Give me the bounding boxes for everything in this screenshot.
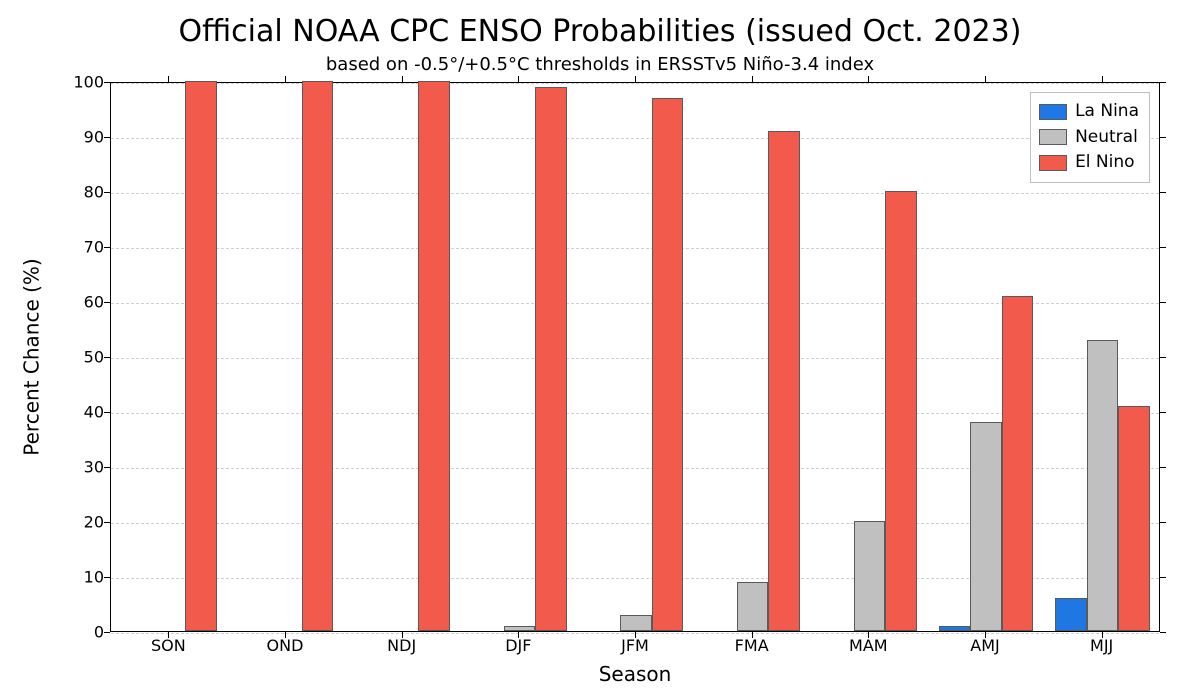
x-tick	[518, 76, 519, 82]
y-tick-label: 90	[44, 128, 104, 147]
y-tick	[104, 302, 110, 303]
x-tick-label: DJF	[505, 636, 531, 655]
y-tick-label: 40	[44, 403, 104, 422]
y-tick	[1160, 577, 1166, 578]
y-tick	[104, 632, 110, 633]
y-tick	[104, 577, 110, 578]
bar	[652, 98, 684, 632]
x-tick	[752, 76, 753, 82]
y-tick	[104, 82, 110, 83]
x-tick	[168, 76, 169, 82]
bar	[1002, 296, 1034, 632]
y-tick-label: 30	[44, 458, 104, 477]
x-axis-label: Season	[110, 662, 1160, 686]
x-tick	[285, 76, 286, 82]
y-tick	[104, 137, 110, 138]
y-tick	[1160, 192, 1166, 193]
x-tick	[985, 76, 986, 82]
x-tick	[635, 76, 636, 82]
bar	[418, 81, 450, 631]
y-tick	[104, 467, 110, 468]
bar	[885, 191, 917, 631]
grid-line	[111, 138, 1159, 139]
legend-label: El Nino	[1075, 150, 1134, 176]
bar	[1055, 598, 1087, 631]
bar	[854, 521, 886, 631]
grid-line	[111, 83, 1159, 84]
legend: La NinaNeutralEl Nino	[1030, 92, 1150, 183]
y-tick-label: 70	[44, 238, 104, 257]
bar	[504, 626, 536, 632]
legend-swatch	[1039, 155, 1067, 171]
chart-subtitle: based on -0.5°/+0.5°C thresholds in ERSS…	[0, 54, 1200, 75]
bar	[185, 81, 217, 631]
x-tick	[402, 76, 403, 82]
y-tick-label: 20	[44, 513, 104, 532]
grid-line	[111, 248, 1159, 249]
y-tick-label: 100	[44, 73, 104, 92]
x-tick-label: SON	[151, 636, 186, 655]
legend-swatch	[1039, 104, 1067, 120]
x-tick-label: OND	[267, 636, 304, 655]
y-tick	[1160, 302, 1166, 303]
x-tick-label: NDJ	[387, 636, 416, 655]
bar	[737, 582, 769, 632]
y-tick-label: 0	[44, 623, 104, 642]
y-tick-label: 50	[44, 348, 104, 367]
bar	[768, 131, 800, 632]
y-tick-label: 60	[44, 293, 104, 312]
y-tick	[104, 247, 110, 248]
y-tick	[1160, 137, 1166, 138]
bar	[535, 87, 567, 632]
y-tick	[104, 357, 110, 358]
legend-item: El Nino	[1039, 150, 1139, 176]
y-axis-label: Percent Chance (%)	[22, 82, 42, 632]
x-tick-label: FMA	[735, 636, 769, 655]
legend-item: La Nina	[1039, 99, 1139, 125]
y-tick-label: 10	[44, 568, 104, 587]
x-tick-label: AMJ	[970, 636, 999, 655]
y-tick-label: 80	[44, 183, 104, 202]
plot-area	[110, 82, 1160, 632]
grid-line	[111, 193, 1159, 194]
y-tick	[1160, 82, 1166, 83]
y-tick	[1160, 357, 1166, 358]
y-tick	[104, 522, 110, 523]
legend-label: La Nina	[1075, 99, 1139, 125]
y-tick	[1160, 412, 1166, 413]
x-tick	[1102, 76, 1103, 82]
x-tick-label: MJJ	[1090, 636, 1113, 655]
chart-figure: Official NOAA CPC ENSO Probabilities (is…	[0, 0, 1200, 700]
chart-title: Official NOAA CPC ENSO Probabilities (is…	[0, 14, 1200, 49]
x-tick-label: MAM	[849, 636, 888, 655]
legend-label: Neutral	[1075, 125, 1138, 151]
y-tick	[104, 412, 110, 413]
y-tick	[1160, 247, 1166, 248]
bar	[302, 81, 334, 631]
legend-swatch	[1039, 129, 1067, 145]
bar	[970, 422, 1002, 631]
y-tick	[1160, 522, 1166, 523]
y-tick	[104, 192, 110, 193]
y-tick	[1160, 632, 1166, 633]
x-tick	[868, 76, 869, 82]
legend-item: Neutral	[1039, 125, 1139, 151]
bar	[620, 615, 652, 632]
bar	[1087, 340, 1119, 632]
x-tick-label: JFM	[621, 636, 649, 655]
bar	[939, 626, 971, 632]
y-tick	[1160, 467, 1166, 468]
bar	[1118, 406, 1150, 632]
